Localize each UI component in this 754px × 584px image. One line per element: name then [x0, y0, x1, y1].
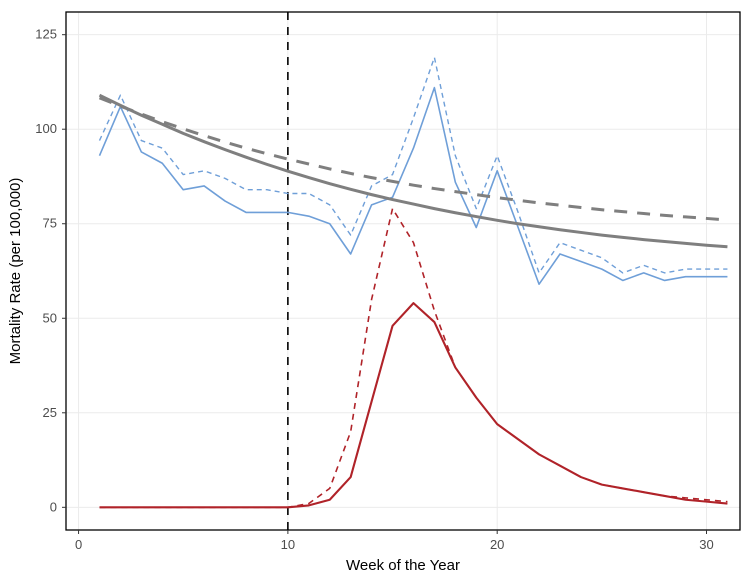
- y-tick-label: 25: [43, 405, 57, 420]
- chart-svg: 0 10 20 30 0 25 50 75 100 125 Week of the Year Mort…: [0, 0, 754, 584]
- y-tick-label: 50: [43, 310, 57, 325]
- y-tick-label: 100: [35, 121, 57, 136]
- y-tick-label: 0: [50, 499, 57, 514]
- x-tick-label: 20: [490, 537, 504, 552]
- y-tick-label: 125: [35, 27, 57, 42]
- x-tick-label: 0: [75, 537, 82, 552]
- x-tick-label: 30: [699, 537, 713, 552]
- mortality-chart: 0 10 20 30 0 25 50 75 100 125 Week of the Year Mort…: [0, 0, 754, 584]
- x-axis-title: Week of the Year: [346, 557, 460, 574]
- y-axis-title: Mortality Rate (per 100,000): [7, 178, 24, 365]
- x-tick-label: 10: [281, 537, 295, 552]
- panel-bg: [66, 12, 740, 530]
- y-tick-label: 75: [43, 216, 57, 231]
